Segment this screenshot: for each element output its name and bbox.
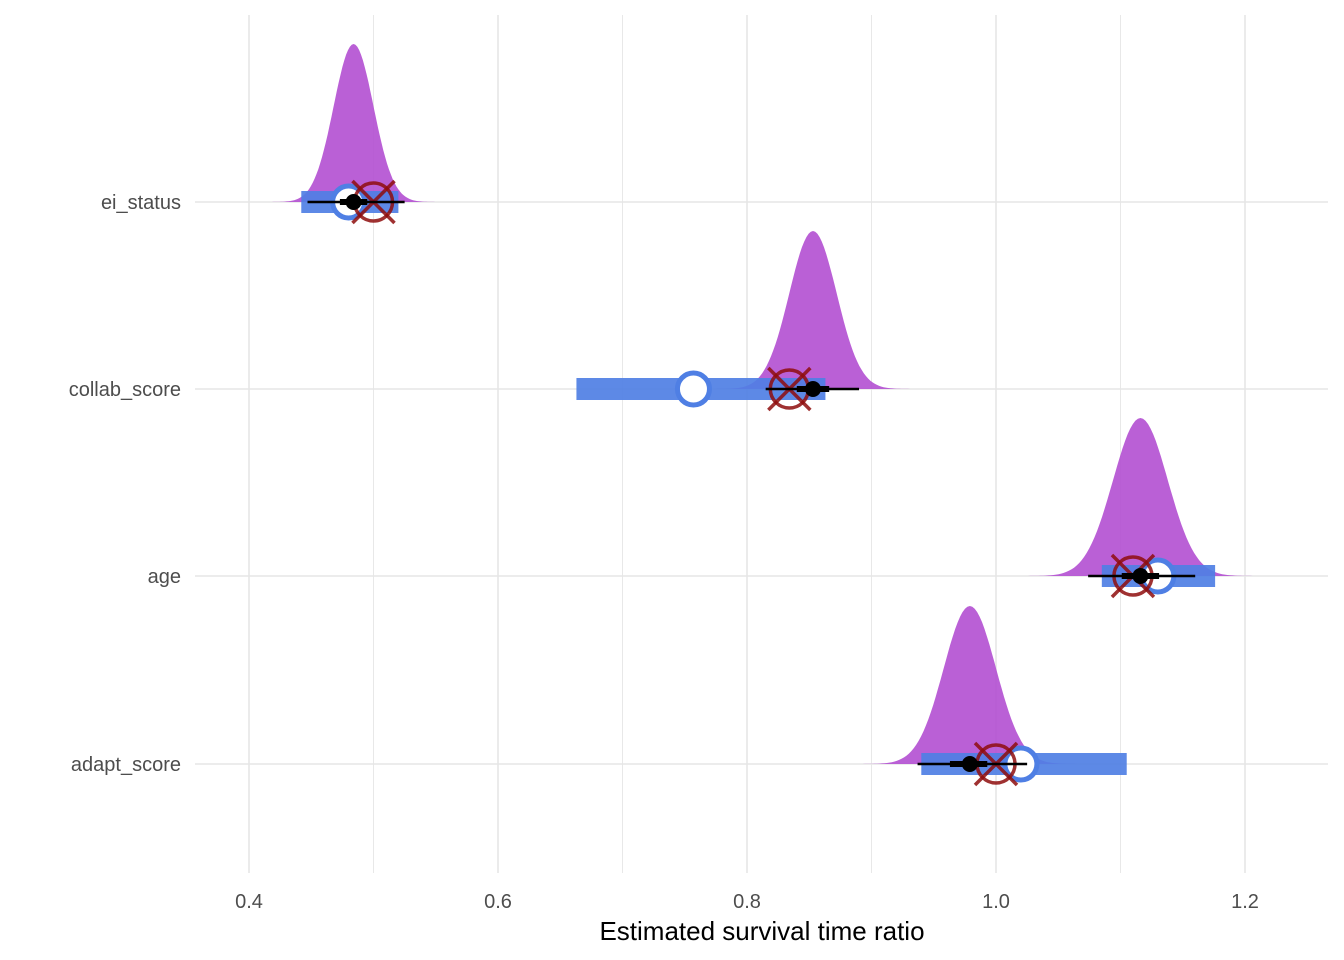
- grid-layer: [195, 15, 1328, 873]
- x-tick-label: 0.4: [235, 891, 263, 913]
- posterior-median-point: [804, 381, 821, 397]
- posterior-density: [1025, 418, 1256, 576]
- y-tick-label: age: [148, 566, 181, 588]
- y-tick-label: ei_status: [101, 192, 181, 214]
- x-tick-label: 0.6: [484, 891, 512, 913]
- posterior-density-layer: [269, 44, 1256, 764]
- x-tick-label: 0.8: [733, 891, 761, 913]
- marks-layer: [301, 179, 1216, 787]
- posterior-median-point: [1132, 568, 1149, 584]
- posterior-median-point: [961, 756, 978, 772]
- posterior-density: [860, 606, 1080, 764]
- y-tick-label: collab_score: [69, 379, 181, 401]
- x-tick-label: 1.2: [1231, 891, 1259, 913]
- y-tick-label: adapt_score: [71, 754, 181, 776]
- x-axis-title: Estimated survival time ratio: [599, 916, 924, 946]
- posterior-density: [713, 231, 913, 389]
- posterior-median-point: [345, 194, 362, 210]
- x-tick-label: 1.0: [982, 891, 1010, 913]
- x-tick-labels: 0.4 0.6 0.8 1.0 1.2: [235, 891, 1259, 913]
- posterior-density: [269, 44, 438, 202]
- estimate-point: [674, 370, 712, 408]
